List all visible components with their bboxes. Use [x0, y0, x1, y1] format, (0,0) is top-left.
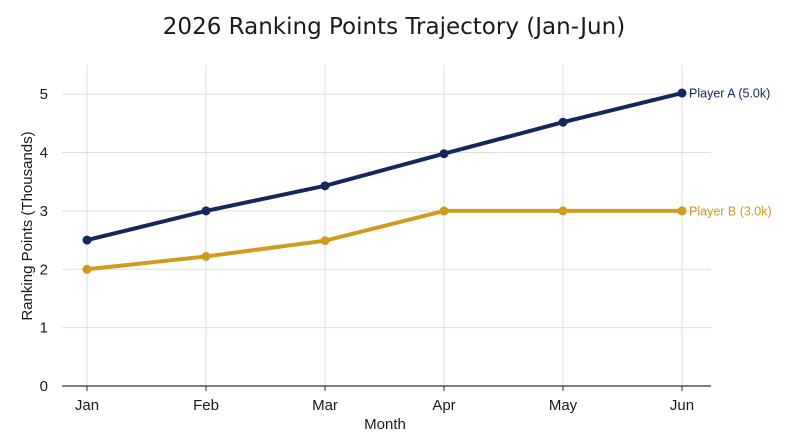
data-point [558, 117, 568, 127]
series-player-a: Player A (5.0k) [82, 87, 770, 245]
data-point [201, 206, 211, 216]
y-tick-label: 5 [40, 86, 48, 103]
data-point [320, 236, 330, 246]
data-point [201, 251, 211, 261]
data-point [439, 206, 449, 216]
x-tick-label: Mar [312, 397, 338, 414]
series-line [85, 208, 684, 272]
data-point [439, 149, 449, 159]
y-tick-label: 4 [40, 145, 48, 162]
series-line [85, 91, 684, 243]
y-tick-label: 2 [40, 261, 48, 278]
data-point [677, 88, 687, 98]
y-tick-label: 3 [40, 203, 48, 220]
data-point [320, 181, 330, 191]
y-tick-label: 0 [40, 378, 48, 395]
y-axis-label: Ranking Points (Thousands) [19, 131, 36, 320]
x-tick-label: May [549, 397, 578, 414]
x-tick-label: Jan [75, 397, 99, 414]
x-tick-label: Apr [432, 397, 455, 414]
data-point [677, 206, 687, 216]
x-tick-label: Feb [193, 397, 219, 414]
data-point [558, 206, 568, 216]
x-tick-label: Jun [670, 397, 694, 414]
data-point [82, 235, 92, 245]
series-end-label: Player B (3.0k) [689, 204, 772, 218]
axes: Jan Feb Mar Apr May Jun 0 1 2 3 4 5 [40, 86, 711, 414]
x-axis-label: Month [364, 416, 406, 433]
chart-title: 2026 Ranking Points Trajectory (Jan-Jun) [163, 14, 625, 40]
series-end-label: Player A (5.0k) [689, 87, 770, 101]
series-player-b: Player B (3.0k) [82, 204, 772, 274]
series-group: Player A (5.0k) Player B (3.0k) [82, 87, 772, 274]
y-tick-label: 1 [40, 320, 48, 337]
data-point [82, 264, 92, 274]
